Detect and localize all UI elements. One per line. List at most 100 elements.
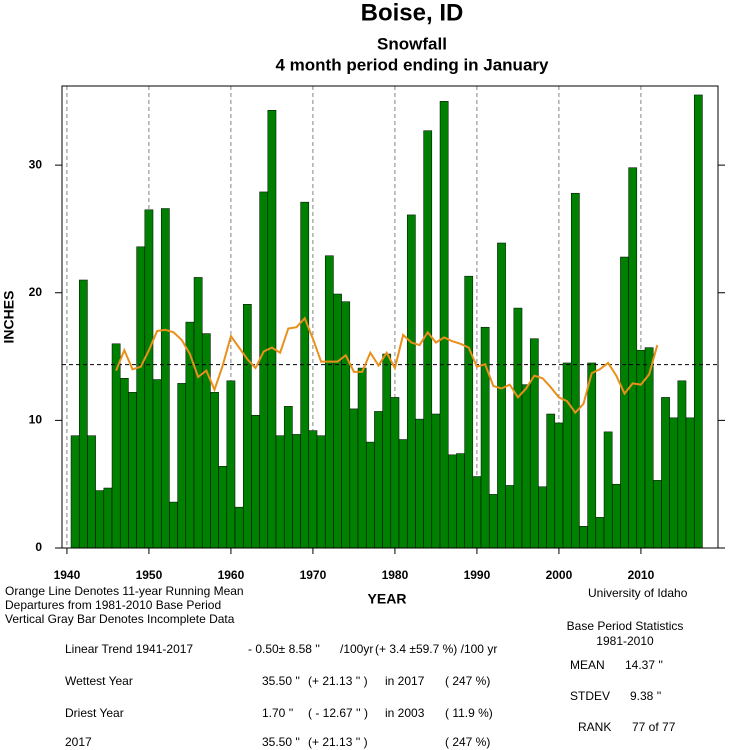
bar xyxy=(579,526,588,549)
x-tick-label: 2010 xyxy=(628,568,655,582)
subtitle: Snowfall xyxy=(377,34,447,53)
subtitle: 4 month period ending in January xyxy=(276,55,550,74)
bar xyxy=(587,362,597,549)
chart-title: Boise, ID xyxy=(361,0,464,26)
bar xyxy=(480,326,490,549)
bar xyxy=(169,501,178,549)
stats-label: RANK xyxy=(578,720,611,734)
summary-label: Wettest Year xyxy=(65,674,133,688)
bar xyxy=(87,435,96,549)
bar xyxy=(447,454,457,549)
bar xyxy=(554,422,564,549)
x-tick-label: 2000 xyxy=(546,568,573,582)
bar xyxy=(316,435,326,549)
bar xyxy=(472,476,482,549)
bar xyxy=(95,490,105,549)
bar xyxy=(439,101,449,549)
bar xyxy=(333,293,342,549)
summary-cell: (+ 21.13 '' ) xyxy=(308,674,368,688)
bar xyxy=(193,277,203,549)
bar xyxy=(144,209,154,549)
bar xyxy=(242,303,252,549)
bar xyxy=(78,279,88,549)
bar xyxy=(464,275,474,549)
stats-value: 14.37 '' xyxy=(625,658,663,672)
bar xyxy=(669,417,679,549)
x-tick-label: 1960 xyxy=(218,568,245,582)
y-tick-label: 20 xyxy=(29,285,43,299)
bar xyxy=(374,411,383,549)
bar xyxy=(456,453,465,549)
summary-cell: ( 247 %) xyxy=(445,674,490,688)
bar xyxy=(119,378,129,549)
summary-cell: ( 11.9 %) xyxy=(445,706,493,720)
y-axis-label: INCHES xyxy=(1,291,17,344)
summary-label: Driest Year xyxy=(65,706,124,720)
bar xyxy=(341,301,351,549)
y-tick-label: 10 xyxy=(29,413,43,427)
note: Departures from 1981-2010 Base Period xyxy=(5,598,221,612)
bar xyxy=(234,506,244,549)
bar xyxy=(423,130,433,549)
x-tick-label: 1980 xyxy=(382,568,409,582)
bar xyxy=(382,353,392,549)
bar xyxy=(365,441,375,549)
note: Orange Line Denotes 11-year Running Mean xyxy=(5,584,244,598)
bar xyxy=(128,392,137,549)
bar xyxy=(300,201,310,549)
bar xyxy=(529,338,539,549)
running-mean-line xyxy=(115,316,659,415)
bar xyxy=(415,418,424,549)
bar xyxy=(324,255,334,549)
bar xyxy=(693,94,703,549)
summary-cell: - 0.50± 8.58 '' xyxy=(248,642,320,656)
bar xyxy=(160,208,170,549)
x-axis-label: YEAR xyxy=(368,591,407,607)
bar xyxy=(620,256,629,549)
y-tick-label: 0 xyxy=(35,540,42,554)
y-tick-label: 30 xyxy=(29,157,43,171)
bar xyxy=(111,343,121,549)
bar xyxy=(538,486,547,549)
bar xyxy=(488,494,498,549)
bar xyxy=(603,431,613,549)
bar xyxy=(283,406,293,549)
bar xyxy=(218,466,228,549)
summary-cell: ( 247 %) xyxy=(445,735,490,749)
x-tick-label: 1940 xyxy=(54,568,81,582)
bar xyxy=(70,435,80,549)
stats-title: Base Period Statistics xyxy=(567,619,684,633)
plot-frame xyxy=(61,85,719,549)
bar xyxy=(226,380,236,549)
bar xyxy=(390,397,400,549)
bar xyxy=(513,307,523,549)
note: Vertical Gray Bar Denotes Incomplete Dat… xyxy=(5,612,235,626)
bar xyxy=(562,362,572,549)
stats-label: STDEV xyxy=(570,689,610,703)
bar xyxy=(267,109,277,549)
bar xyxy=(292,434,301,549)
stats-value: 77 of 77 xyxy=(632,720,676,734)
bar xyxy=(259,191,269,549)
stats-label: MEAN xyxy=(570,658,605,672)
summary-cell: (+ 3.4 ±59.7 %) /100 yr xyxy=(375,642,497,656)
x-tick-label: 1990 xyxy=(464,568,491,582)
bar xyxy=(505,485,515,549)
bar xyxy=(398,439,408,549)
summary-cell: 35.50 '' xyxy=(262,674,300,688)
summary-cell: ( - 12.67 '' ) xyxy=(308,706,368,720)
summary-label: Linear Trend 1941-2017 xyxy=(65,642,193,656)
bar xyxy=(521,384,531,549)
bar xyxy=(136,246,146,549)
bar xyxy=(349,408,359,549)
bar xyxy=(570,192,580,549)
bar xyxy=(103,487,113,549)
bar xyxy=(357,367,367,549)
bar xyxy=(152,379,162,549)
stats-period: 1981-2010 xyxy=(596,634,654,648)
bar xyxy=(497,242,506,549)
bar xyxy=(546,413,556,549)
summary-cell: 35.50 '' xyxy=(262,735,300,749)
bar xyxy=(628,167,638,549)
